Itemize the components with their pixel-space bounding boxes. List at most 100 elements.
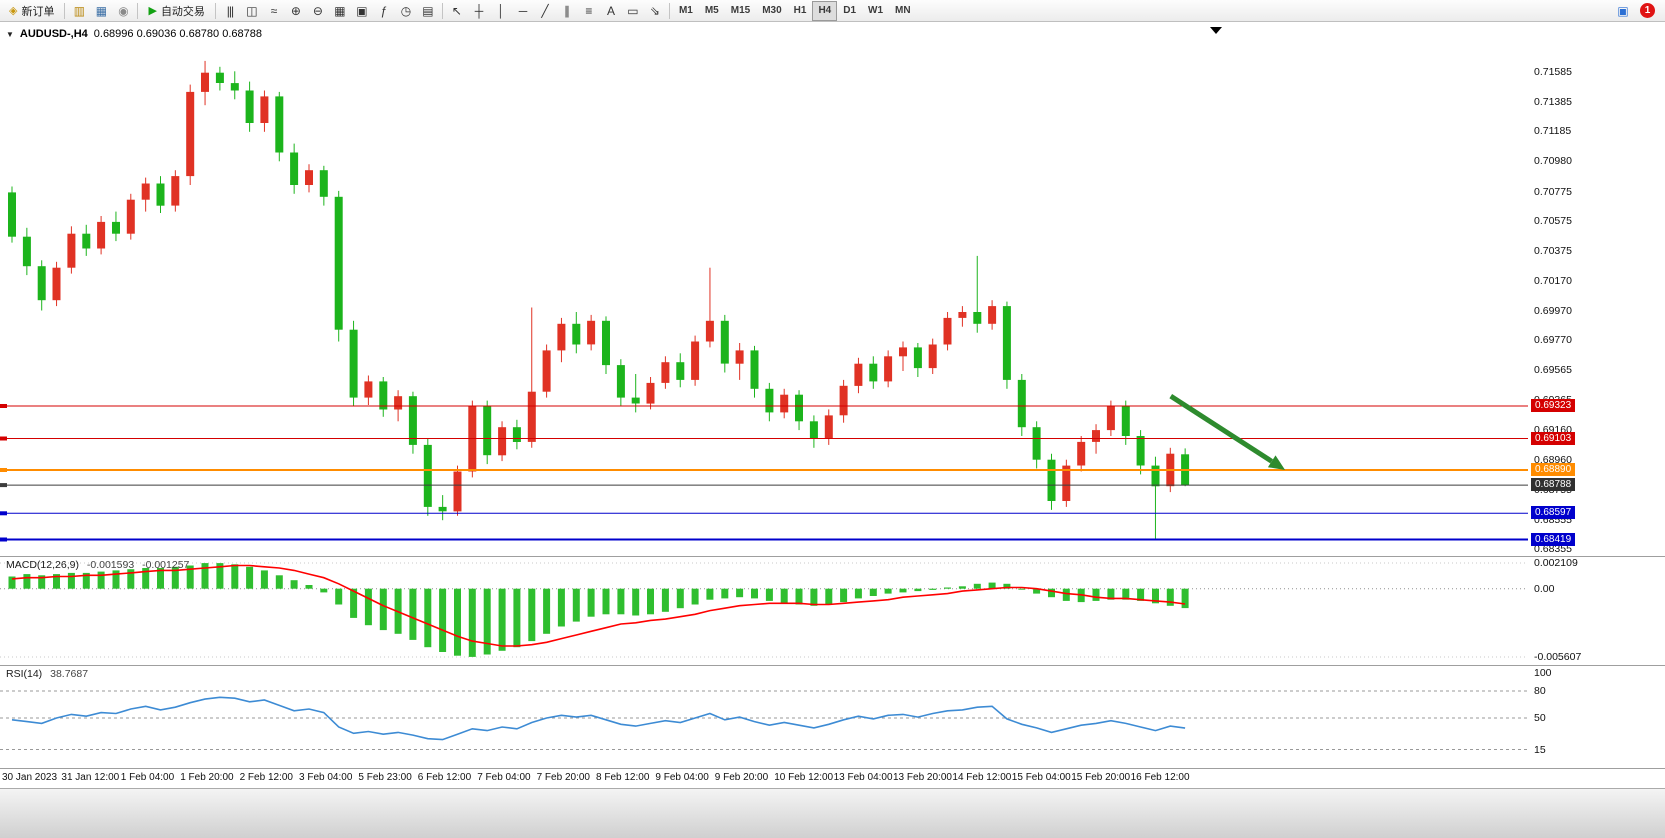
chart-window: ▼ AUDUSD-,H4 0.68996 0.69036 0.68780 0.6… <box>0 22 1665 838</box>
indicators-button[interactable]: ƒ <box>373 1 395 21</box>
toolbar-right-group: ▣ 1 <box>1612 1 1663 21</box>
tile-windows-icon: ▣ <box>356 3 368 18</box>
templates-button[interactable]: ▤ <box>417 1 439 21</box>
time-axis-label: 13 Feb 20:00 <box>893 772 952 783</box>
time-axis-label: 2 Feb 12:00 <box>239 772 293 783</box>
data-window-icon-icon: ▦ <box>95 3 108 18</box>
new-order-button[interactable]: ◈ 新订单 <box>2 1 61 21</box>
time-axis-label: 7 Feb 20:00 <box>536 772 590 783</box>
macd-name: MACD(12,26,9) <box>6 559 79 571</box>
price-tick-label: 0.70775 <box>1534 185 1572 198</box>
bar-chart-button[interactable]: ||| <box>219 1 241 21</box>
time-axis-label: 5 Feb 23:00 <box>358 772 412 783</box>
support-icon-icon: ◉ <box>118 3 129 18</box>
collapse-icon[interactable]: ▼ <box>6 29 14 39</box>
rsi-panel[interactable] <box>0 665 1528 768</box>
price-line-badge[interactable]: 0.68419 <box>1531 532 1576 546</box>
timeframe-button-m30[interactable]: M30 <box>756 1 787 21</box>
time-axis-label: 13 Feb 04:00 <box>833 772 893 783</box>
zoom-out-button[interactable]: ⊖ <box>307 1 329 21</box>
horizontal-line-button[interactable]: ─ <box>512 1 534 21</box>
time-axis-label: 1 Feb 04:00 <box>120 772 175 783</box>
fibonacci-icon: ≡ <box>585 3 593 18</box>
market-watch-icon-icon: ▥ <box>73 3 86 18</box>
time-axis-label: 16 Feb 12:00 <box>1130 772 1190 783</box>
price-line-badge[interactable]: 0.68788 <box>1531 478 1576 492</box>
crosshair-button[interactable]: ┼ <box>468 1 490 21</box>
rsi-value: 38.7687 <box>50 668 89 680</box>
time-axis-label: 9 Feb 04:00 <box>655 772 709 783</box>
candlestick-chart-button[interactable]: ◫ <box>241 1 263 21</box>
arrows-button[interactable]: ⇘ <box>644 1 666 21</box>
right-icons-group: ▣ <box>1612 1 1634 21</box>
timeframe-button-h1[interactable]: H1 <box>788 1 813 21</box>
rsi-name: RSI(14) <box>6 668 43 680</box>
price-line-badge[interactable]: 0.68597 <box>1531 506 1576 520</box>
timeframe-button-mn[interactable]: MN <box>889 1 917 21</box>
rsi-scale-label: 50 <box>1534 712 1546 724</box>
trend-arrow-annotation <box>1169 394 1286 470</box>
zoom-in-button[interactable]: ⊕ <box>285 1 307 21</box>
price-scale[interactable]: 0.71585 0.71385 0.71185 0.70980 0.70775 0.705… <box>1528 22 1665 768</box>
community-icon[interactable]: ▣ <box>1612 1 1634 21</box>
price-line-badge[interactable]: 0.68890 <box>1531 463 1576 476</box>
macd-panel[interactable] <box>0 556 1528 665</box>
new-chart-icon: ▦ <box>334 3 346 18</box>
price-tick-label: 0.70375 <box>1534 244 1572 257</box>
cursor-icon: ↖ <box>451 3 462 18</box>
notification-badge[interactable]: 1 <box>1640 3 1655 18</box>
trendline-icon: ╱ <box>541 3 549 18</box>
channel-button[interactable]: ∥ <box>556 1 578 21</box>
zoom-in-icon: ⊕ <box>290 3 301 18</box>
price-tick-label: 0.70170 <box>1534 275 1572 287</box>
text-icon: A <box>606 3 615 18</box>
new-chart-button[interactable]: ▦ <box>329 1 351 21</box>
auto-trading-button[interactable]: ▶ 自动交易 <box>141 1 211 21</box>
rsi-scale-label: 100 <box>1534 667 1552 679</box>
price-tick-label: 0.69565 <box>1534 364 1572 377</box>
timeframe-button-w1[interactable]: W1 <box>862 1 889 21</box>
timeframe-button-m1[interactable]: M1 <box>673 1 699 21</box>
tile-windows-button[interactable]: ▣ <box>351 1 373 21</box>
timeframe-button-d1[interactable]: D1 <box>837 1 862 21</box>
indicators-icon: ƒ <box>380 3 388 18</box>
panel-separator[interactable] <box>0 665 1665 666</box>
crosshair-icon: ┼ <box>474 3 484 18</box>
periods-button[interactable]: ◷ <box>395 1 417 21</box>
text-button[interactable]: A <box>600 1 622 21</box>
panel-separator[interactable] <box>0 556 1665 557</box>
price-tick-label: 0.68960 <box>1534 453 1572 466</box>
time-axis[interactable]: 30 Jan 2023 31 Jan 12:00 1 Feb 04:00 1 Feb … <box>0 768 1665 788</box>
ohlc-readout: 0.68996 0.69036 0.68780 0.68788 <box>93 28 262 40</box>
macd-value: -0.001593 <box>86 559 135 571</box>
vertical-line-button[interactable]: │ <box>490 1 512 21</box>
horizontal-line-icon: ─ <box>518 3 528 18</box>
timeframe-button-m15[interactable]: M15 <box>725 1 756 21</box>
fibonacci-button[interactable]: ≡ <box>578 1 600 21</box>
price-tick-label: 0.71385 <box>1534 95 1572 108</box>
label-button[interactable]: ▭ <box>622 1 644 21</box>
market-watch-icon[interactable]: ▥ <box>68 1 90 21</box>
time-axis-label: 10 Feb 12:00 <box>774 772 834 783</box>
data-window-icon[interactable]: ▦ <box>90 1 112 21</box>
rsi-scale-label: 15 <box>1534 743 1546 756</box>
timeframe-button-m5[interactable]: M5 <box>699 1 725 21</box>
time-axis-label: 15 Feb 04:00 <box>1011 772 1071 783</box>
cursor-button[interactable]: ↖ <box>446 1 468 21</box>
support-icon[interactable]: ◉ <box>112 1 134 21</box>
price-tick-label: 0.71585 <box>1534 66 1572 78</box>
price-line-badge[interactable]: 0.69323 <box>1531 399 1576 412</box>
arrows-icon: ⇘ <box>649 3 660 18</box>
line-chart-button[interactable]: ≈ <box>263 1 285 21</box>
price-line-badge[interactable]: 0.69103 <box>1531 431 1576 445</box>
trendline-button[interactable]: ╱ <box>534 1 556 21</box>
channel-icon: ∥ <box>563 3 570 18</box>
timeframe-button-h4[interactable]: H4 <box>812 0 838 21</box>
new-order-label: 新订单 <box>21 5 55 18</box>
new-order-icon: ◈ <box>9 5 18 17</box>
price-chart[interactable] <box>0 22 1528 556</box>
time-axis-label: 1 Feb 20:00 <box>180 772 234 783</box>
time-axis-label: 7 Feb 04:00 <box>477 772 531 783</box>
candles-group <box>8 60 1190 540</box>
auto-trading-label: 自动交易 <box>160 5 205 18</box>
